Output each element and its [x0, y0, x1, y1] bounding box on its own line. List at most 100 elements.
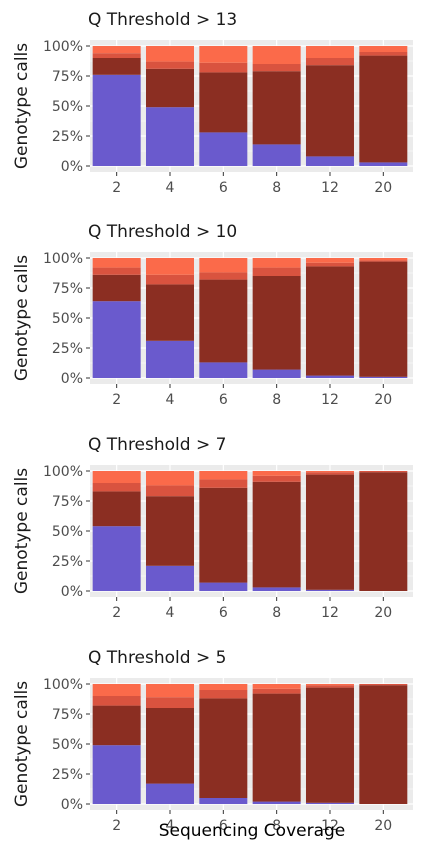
bar-segment: [92, 301, 141, 378]
bar-segment: [199, 62, 248, 73]
y-tick-label: 50%: [52, 311, 83, 327]
bar-segment: [92, 267, 141, 275]
x-tick-label: 12: [321, 392, 339, 408]
y-tick-label: 50%: [52, 99, 83, 115]
y-tick-label: 50%: [52, 737, 83, 753]
bar-segment: [199, 698, 248, 798]
bar-segment: [305, 687, 354, 803]
y-tick-label: 25%: [52, 129, 83, 145]
bar-segment: [145, 496, 194, 566]
panel-title: Q Threshold > 7: [88, 435, 226, 455]
x-tick-label: 2: [112, 392, 121, 408]
x-tick-label: 4: [166, 392, 175, 408]
bar-segment: [145, 340, 194, 378]
bar-segment: [252, 258, 301, 268]
panel-title: Q Threshold > 10: [88, 222, 237, 242]
bar-segment: [199, 487, 248, 583]
y-tick-label: 100%: [43, 39, 83, 55]
bar-segment: [305, 156, 354, 166]
bar-segment: [199, 582, 248, 591]
y-tick-label: 100%: [43, 677, 83, 693]
y-tick-label: 0%: [61, 584, 83, 600]
x-tick-label: 2: [112, 818, 121, 834]
bar-segment: [252, 471, 301, 476]
bar-segment: [199, 258, 248, 273]
y-axis-title: Genotype calls: [12, 681, 32, 807]
bar-segment: [199, 279, 248, 363]
y-tick-label: 75%: [52, 494, 83, 510]
bar-segment: [92, 696, 141, 706]
bar-segment: [252, 267, 301, 276]
x-tick-label: 20: [374, 392, 392, 408]
bar-segment: [359, 471, 408, 473]
x-tick-label: 8: [272, 605, 281, 621]
bar-segment: [359, 685, 408, 804]
bar-segment: [359, 46, 408, 52]
bar-segment: [145, 708, 194, 784]
bar-segment: [359, 258, 408, 261]
bar-segment: [305, 684, 354, 686]
bar-segment: [199, 72, 248, 133]
bar-segment: [199, 46, 248, 63]
bar-segment: [359, 376, 408, 378]
y-tick-label: 25%: [52, 767, 83, 783]
bar-segment: [305, 802, 354, 804]
bar-segment: [359, 162, 408, 166]
bar-segment: [199, 690, 248, 699]
bar-segment: [252, 144, 301, 166]
bar-segment: [92, 483, 141, 492]
x-tick-label: 4: [166, 605, 175, 621]
bar-segment: [252, 801, 301, 804]
x-tick-label: 4: [166, 180, 175, 196]
y-tick-label: 0%: [61, 159, 83, 175]
bar-segment: [252, 46, 301, 64]
bar-segment: [199, 272, 248, 280]
bar-segment: [92, 491, 141, 527]
y-axis-title: Genotype calls: [12, 468, 32, 594]
x-tick-label: 8: [272, 392, 281, 408]
panel-title: Q Threshold > 13: [88, 10, 237, 30]
bar-segment: [252, 475, 301, 482]
x-tick-label: 12: [321, 818, 339, 834]
bar-segment: [92, 684, 141, 696]
bar-segment: [252, 684, 301, 689]
y-axis-title: Genotype calls: [12, 255, 32, 381]
bar-segment: [145, 274, 194, 285]
bar-segment: [145, 684, 194, 698]
bar-segment: [359, 52, 408, 56]
bar-segment: [199, 684, 248, 690]
bar-segment: [252, 481, 301, 588]
bar-segment: [199, 362, 248, 378]
y-tick-label: 75%: [52, 707, 83, 723]
bar-segment: [305, 46, 354, 58]
bar-segment: [92, 471, 141, 483]
bar-segment: [305, 471, 354, 473]
bar-segment: [92, 526, 141, 591]
bar-segment: [92, 705, 141, 746]
bar-segment: [252, 693, 301, 802]
y-tick-label: 75%: [52, 281, 83, 297]
bar-segment: [305, 685, 354, 688]
bar-segment: [305, 65, 354, 157]
y-tick-label: 100%: [43, 464, 83, 480]
facet-panel: Q Threshold > 10 0% 25% 50% 75% 100% 2 4 6 8 12 20 G…: [12, 222, 413, 408]
x-tick-label: 2: [112, 605, 121, 621]
facet-panel: Q Threshold > 13 0% 25% 50% 75% 100% 2 4 6 8 12 20 G…: [12, 10, 413, 196]
bar-segment: [199, 471, 248, 480]
bar-segment: [305, 472, 354, 475]
bar-segment: [359, 260, 408, 262]
bar-segment: [145, 61, 194, 69]
bar-segment: [92, 58, 141, 75]
x-tick-label: 6: [219, 392, 228, 408]
bar-segment: [252, 688, 301, 694]
bar-segment: [199, 479, 248, 488]
bar-segment: [145, 697, 194, 708]
bar-segment: [305, 266, 354, 376]
bar-segment: [252, 587, 301, 591]
bar-segment: [92, 274, 141, 302]
bar-segment: [145, 68, 194, 108]
bar-segment: [145, 565, 194, 591]
x-tick-label: 12: [321, 180, 339, 196]
bar-segment: [92, 258, 141, 268]
bar-segment: [305, 258, 354, 263]
